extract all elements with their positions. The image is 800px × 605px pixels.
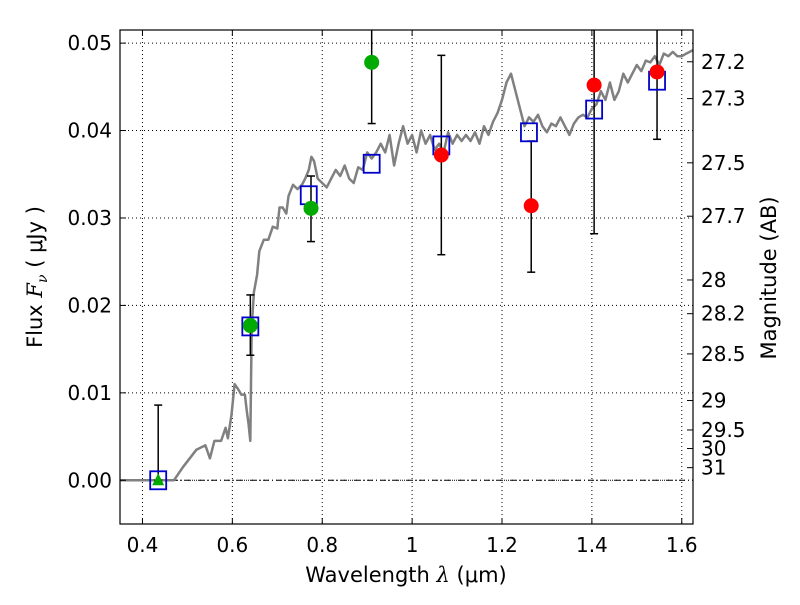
x-tick-label: 1 bbox=[406, 533, 419, 557]
x-tick-label: 1.2 bbox=[486, 533, 518, 557]
model-band-square bbox=[520, 122, 538, 143]
observed-triangle bbox=[152, 473, 165, 486]
x-axis-label-text: Wavelength bbox=[305, 563, 430, 587]
y-axis-label-text: Flux bbox=[23, 304, 47, 348]
mag-tick-label: 27.5 bbox=[701, 151, 746, 175]
x-ticks: 0.4 0.6 0.8 1 1.2 1.4 1.6 bbox=[127, 30, 698, 557]
y-tick-label: 0.00 bbox=[67, 468, 112, 492]
model-band-markers bbox=[149, 70, 666, 491]
model-band-square bbox=[362, 153, 381, 174]
observed-point bbox=[303, 200, 319, 216]
mag-tick-label: 28.5 bbox=[701, 342, 746, 366]
mag-tick-label: 28 bbox=[701, 268, 726, 292]
model-band-square bbox=[585, 99, 604, 120]
y-axis-label-sub: ν bbox=[35, 274, 51, 283]
y-axis-label-symbol: F bbox=[23, 282, 47, 299]
mag-tick-label: 31 bbox=[701, 456, 726, 480]
x-tick-label: 1.6 bbox=[666, 533, 698, 557]
mag-tick-label: 27.3 bbox=[701, 87, 746, 111]
y-tick-label: 0.04 bbox=[67, 119, 112, 143]
x-axis-label-unit: (μm) bbox=[457, 563, 507, 587]
x-axis-label: Wavelength λ (μm) bbox=[305, 563, 506, 587]
x-axis-label-symbol: λ bbox=[436, 563, 450, 587]
y2-axis-label: Magnitude (AB) bbox=[757, 196, 781, 359]
model-band-square bbox=[149, 470, 168, 491]
y-axis-label: Flux Fν ( μJy ) bbox=[23, 206, 51, 348]
model-sed bbox=[120, 48, 694, 482]
x-tick-label: 0.6 bbox=[216, 533, 248, 557]
mag-tick-label: 29 bbox=[701, 389, 726, 413]
x-tick-label: 0.8 bbox=[306, 533, 338, 557]
x-tick-label: 1.4 bbox=[576, 533, 608, 557]
x-tick-label: 0.4 bbox=[127, 533, 159, 557]
mag-tick-label: 27.7 bbox=[701, 204, 746, 228]
error-bars bbox=[154, 30, 662, 482]
model-band-square bbox=[241, 316, 260, 337]
mag-tick-label: 27.2 bbox=[701, 50, 746, 74]
y-tick-label: 0.01 bbox=[67, 381, 112, 405]
plot-border bbox=[119, 29, 694, 525]
plot-frame bbox=[119, 29, 694, 525]
y-tick-label: 0.05 bbox=[67, 31, 112, 55]
observed-point bbox=[586, 77, 602, 93]
observed-points bbox=[152, 54, 665, 486]
y-axis-label-unit: ( μJy ) bbox=[23, 206, 47, 268]
mag-tick-label: 30 bbox=[701, 437, 726, 461]
y-tick-label: 0.03 bbox=[67, 206, 112, 230]
mag-tick-label: 29.5 bbox=[701, 418, 746, 442]
observed-point bbox=[433, 147, 449, 163]
y-ticks: 0.00 0.01 0.02 0.03 0.04 0.05 bbox=[67, 31, 126, 492]
model-sed-line bbox=[120, 48, 694, 482]
observed-point bbox=[242, 318, 258, 334]
observed-point bbox=[649, 64, 665, 80]
mag-tick-label: 28.2 bbox=[701, 302, 746, 326]
observed-point bbox=[364, 54, 380, 70]
y-tick-label: 0.02 bbox=[67, 293, 112, 317]
observed-point bbox=[523, 198, 539, 214]
